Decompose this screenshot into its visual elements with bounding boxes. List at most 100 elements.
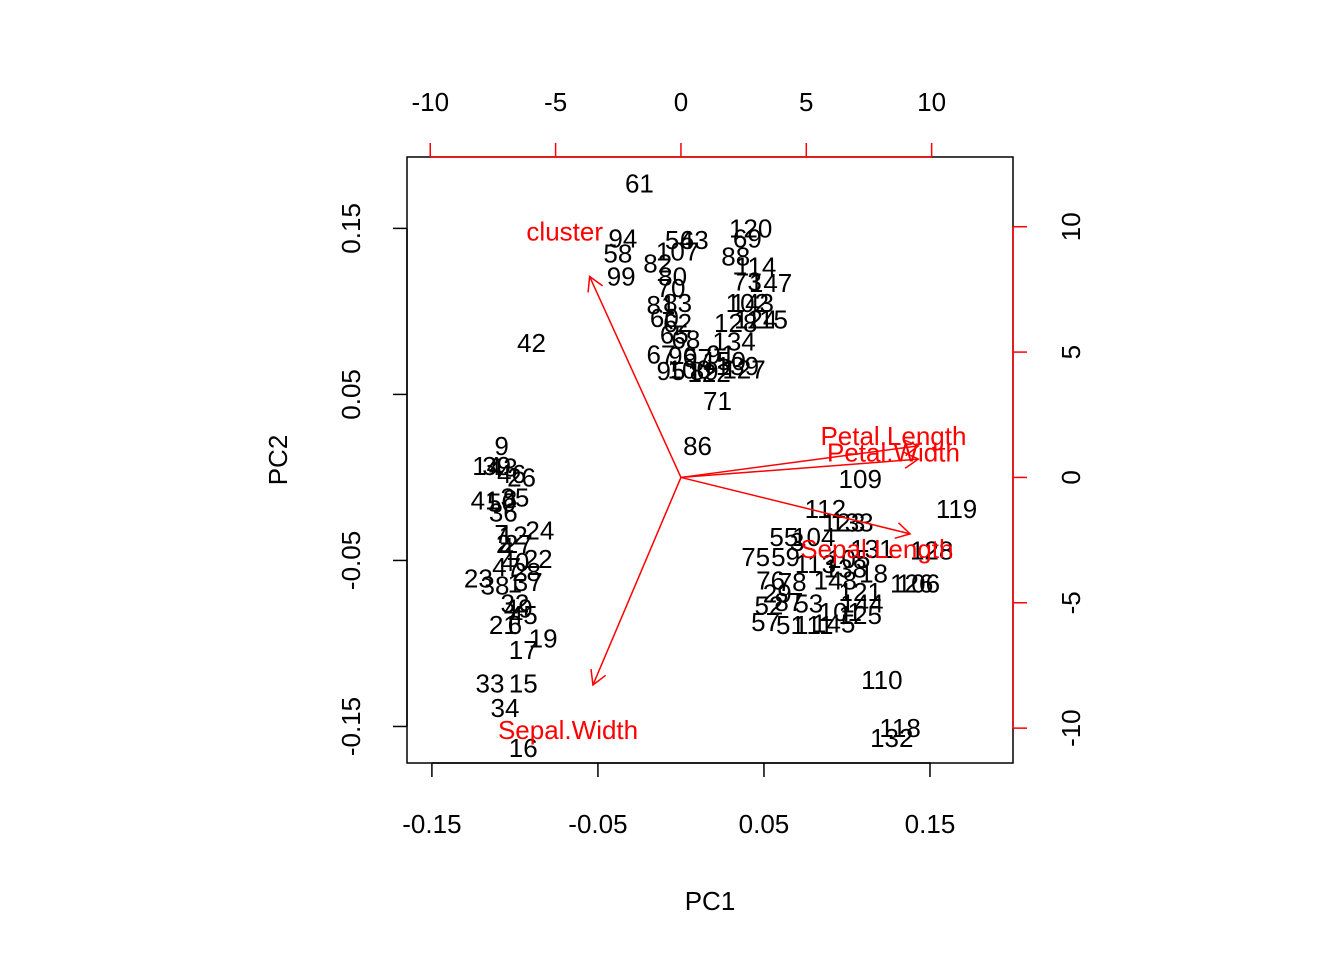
observation-label: 73 bbox=[733, 267, 762, 297]
observation-label: 89 bbox=[690, 356, 719, 386]
observation-label: 91 bbox=[706, 340, 735, 370]
observation-label: 63 bbox=[680, 225, 709, 255]
right-tick-label: 10 bbox=[1056, 212, 1086, 241]
observation-label: 100 bbox=[668, 355, 711, 385]
observation-label: 131 bbox=[850, 534, 893, 564]
observation-label: 23 bbox=[464, 564, 493, 594]
x-axis-bottom: -0.15 -0.05 0.05 0.15 bbox=[402, 762, 955, 839]
observation-label: 127 bbox=[722, 355, 765, 385]
observation-label: 53 bbox=[794, 589, 823, 619]
observation-label: 133 bbox=[830, 507, 873, 537]
top-tick-label: 0 bbox=[674, 87, 688, 117]
observation-label: 38 bbox=[481, 570, 510, 600]
top-tick-label: 10 bbox=[917, 87, 946, 117]
observation-label: 41 bbox=[471, 486, 500, 516]
x-tick-label: -0.05 bbox=[568, 809, 627, 839]
observation-label: 114 bbox=[735, 252, 776, 282]
observation-label: 99 bbox=[607, 262, 636, 292]
observation-label: 33 bbox=[476, 668, 505, 698]
observation-label: 65 bbox=[660, 320, 689, 350]
observation-label: 6 bbox=[508, 610, 522, 640]
observation-label: 147 bbox=[749, 268, 792, 298]
observation-label: 16 bbox=[509, 733, 538, 763]
observation-label: 68 bbox=[671, 325, 700, 355]
observation-label: 45 bbox=[509, 600, 538, 630]
right-tick-label: 0 bbox=[1056, 470, 1086, 484]
observation-label: 145 bbox=[812, 609, 855, 639]
observation-label: 134 bbox=[712, 326, 755, 356]
observation-label: 101 bbox=[819, 597, 862, 627]
observation-label: 55 bbox=[769, 522, 798, 552]
observation-label: 128 bbox=[714, 308, 757, 338]
observation-label: 32 bbox=[500, 589, 529, 619]
y-tick-label: -0.15 bbox=[336, 697, 366, 756]
observation-label: 36 bbox=[489, 497, 518, 527]
observation-label: 35 bbox=[500, 482, 529, 512]
y-tick-label: 0.05 bbox=[336, 369, 366, 420]
x-tick-label: 0.05 bbox=[739, 809, 790, 839]
observation-label: 123 bbox=[822, 507, 865, 537]
observation-label: 59 bbox=[771, 542, 800, 572]
observation-label: 12 bbox=[499, 521, 528, 551]
observation-label: 60 bbox=[650, 303, 679, 333]
observation-label: 125 bbox=[839, 600, 882, 630]
top-tick-label: 5 bbox=[799, 87, 813, 117]
loading-arrowhead bbox=[587, 275, 604, 293]
observation-label: 9 bbox=[494, 431, 508, 461]
loading-label: Sepal.Width bbox=[498, 715, 638, 745]
observation-label: 40 bbox=[500, 547, 529, 577]
loading-arrow bbox=[588, 276, 682, 478]
observation-label: 27 bbox=[504, 529, 533, 559]
observation-label: 82 bbox=[643, 248, 672, 278]
loading-arrowhead bbox=[903, 439, 920, 457]
right-tick-label: 5 bbox=[1056, 345, 1086, 359]
observation-label: 58 bbox=[603, 238, 632, 268]
observation-label: 70 bbox=[657, 273, 686, 303]
observation-label: 49 bbox=[504, 594, 533, 624]
y-axis-title: PC2 bbox=[263, 435, 293, 486]
right-tick-label: -10 bbox=[1056, 709, 1086, 747]
x-tick-label: -0.15 bbox=[402, 809, 461, 839]
observation-label: 46 bbox=[497, 459, 526, 489]
observation-label: 94 bbox=[608, 223, 637, 253]
observation-label: 120 bbox=[729, 213, 772, 243]
observation-label: 102 bbox=[726, 288, 769, 318]
observation-label: 51 bbox=[776, 610, 805, 640]
observation-label: 17 bbox=[509, 635, 538, 665]
y-tick-label: 0.15 bbox=[336, 203, 366, 254]
observation-label: 148 bbox=[814, 565, 857, 595]
observation-label: 7 bbox=[494, 519, 508, 549]
loading-arrow bbox=[680, 445, 919, 479]
observation-label: 52 bbox=[754, 590, 783, 620]
observation-label: 139 bbox=[716, 351, 759, 381]
observation-label: 28 bbox=[512, 557, 541, 587]
observation-label: 110 bbox=[861, 665, 902, 695]
observation-label: 144 bbox=[840, 589, 883, 619]
y-tick-label: -0.05 bbox=[336, 531, 366, 590]
observation-label: 115 bbox=[747, 305, 788, 335]
observation-label: 43 bbox=[489, 452, 518, 482]
observation-label: 21 bbox=[489, 610, 518, 640]
y-axis-right: -10 -5 0 5 10 bbox=[1012, 212, 1086, 747]
observation-label: 47 bbox=[492, 552, 521, 582]
observation-label: 61 bbox=[625, 169, 654, 199]
top-tick-label: -10 bbox=[411, 87, 449, 117]
observation-label: 132 bbox=[870, 723, 913, 753]
observation-label: 86 bbox=[683, 431, 712, 461]
loading-arrow bbox=[592, 477, 682, 686]
loading-arrowhead bbox=[590, 668, 607, 687]
observation-label: 78 bbox=[778, 567, 807, 597]
observation-label: 57 bbox=[751, 607, 780, 637]
observation-label: 128 bbox=[910, 535, 953, 565]
observation-label: 105 bbox=[827, 544, 870, 574]
observation-label: 4 bbox=[499, 532, 513, 562]
observation-label: 71 bbox=[703, 386, 732, 416]
observation-label: 69 bbox=[733, 223, 762, 253]
observation-label: 67 bbox=[647, 340, 676, 370]
observation-label: 121 bbox=[839, 577, 882, 607]
observation-label: 113 bbox=[795, 549, 836, 579]
loading-label: Petal.Length bbox=[820, 421, 966, 451]
observation-label: 3 bbox=[790, 527, 804, 557]
observation-label: 119 bbox=[936, 494, 977, 524]
